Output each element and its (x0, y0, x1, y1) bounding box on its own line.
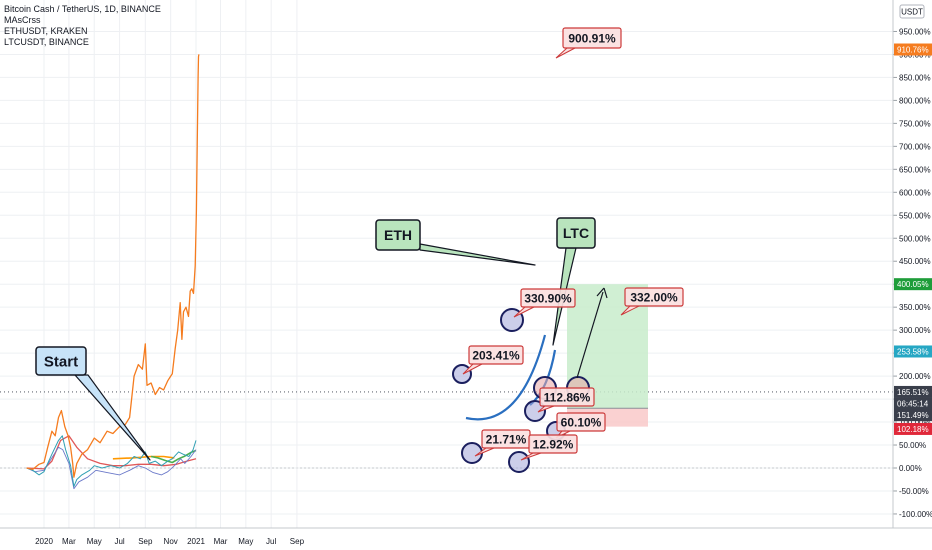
price-tag (894, 278, 932, 291)
y-tick-label: 700.00% (899, 142, 931, 151)
y-tick-label: 0.00% (899, 464, 922, 473)
chart-grid (0, 0, 893, 528)
x-axis: 2020 Mar May Jul Sep Nov 2021 Mar May Jul Sep (0, 527, 932, 546)
x-tick-label: Sep (138, 537, 153, 546)
callout-start-box (35, 346, 87, 376)
price-tag (894, 397, 932, 410)
price-tag-label: 165.51% (897, 388, 929, 397)
legend-entry: Bitcoin Cash / TetherUS, 1D, BINANCE (4, 4, 161, 14)
y-tick-label: 200.00% (899, 372, 931, 381)
y-tick-label: 850.00% (899, 73, 931, 82)
note-label: 21.71% (486, 433, 527, 447)
target-arrow-line (576, 291, 604, 379)
price-tag (894, 385, 932, 398)
marker-circle (508, 451, 530, 473)
x-tick-label: Sep (290, 537, 305, 546)
marker-circle (524, 400, 546, 422)
series-ma_orange-line (112, 455, 175, 460)
x-tick-label: 2020 (35, 537, 53, 546)
y-tick-label: 50.00% (899, 441, 926, 450)
callout-eth-label: ETH (384, 227, 412, 243)
x-tick-label: Jul (114, 537, 124, 546)
callout-ltc-box (556, 217, 596, 249)
callout-eth-tail (419, 243, 536, 266)
currency-badge[interactable] (899, 4, 925, 19)
note-box (624, 287, 684, 307)
note-box (556, 412, 606, 432)
price-tag-label: 151.49% (897, 411, 929, 420)
chart-series (26, 54, 200, 490)
price-tag-label: 910.76% (897, 46, 929, 55)
series-eth-line (26, 435, 197, 487)
target-arrow-head (596, 287, 608, 299)
y-tick-label: 100.00% (899, 418, 931, 427)
y-tick-label: 800.00% (899, 96, 931, 105)
note-label: 12.92% (533, 438, 574, 452)
note-box (539, 387, 595, 407)
x-tick-label: May (87, 537, 102, 546)
chart-legend: Bitcoin Cash / TetherUS, 1D, BINANCEMAsC… (4, 4, 161, 47)
y-tick-label: 550.00% (899, 211, 931, 220)
note-tail (555, 47, 576, 59)
y-tick-label: 350.00% (899, 303, 931, 312)
y-tick-label: 450.00% (899, 257, 931, 266)
y-axis: 950.00%900.00%850.00%800.00%750.00%700.0… (892, 0, 932, 528)
callout-eth-box (375, 219, 421, 251)
x-tick-label: Mar (214, 537, 228, 546)
note-box (562, 27, 622, 49)
series-ma_green-line (150, 449, 197, 464)
series-bch-line (26, 54, 200, 478)
note-box (528, 434, 578, 454)
currency-badge-label: USDT (901, 8, 923, 17)
price-tag (894, 422, 932, 435)
price-tag (894, 345, 932, 358)
y-tick-label: -50.00% (899, 487, 929, 496)
marker-circle (452, 364, 472, 384)
y-tick-label: 650.00% (899, 165, 931, 174)
series-ltc-line (26, 446, 197, 490)
price-tags: 910.76% 400.05% 253.58% 165.51% 06:45:14 151.… (894, 43, 932, 435)
note-label: 112.86% (544, 391, 591, 405)
price-tag-label: 102.18% (897, 425, 929, 434)
y-tick-label: 500.00% (899, 234, 931, 243)
note-label: 900.91% (568, 32, 616, 46)
y-tick-label: 750.00% (899, 119, 931, 128)
legend-entry: LTCUSDT, BINANCE (4, 37, 89, 47)
price-tag-label: 400.05% (897, 280, 929, 289)
legend-entry: MAsCrss (4, 15, 41, 25)
callout-ltc-label: LTC (563, 225, 589, 241)
note-label: 203.41% (472, 349, 520, 363)
y-tick-label: 300.00% (899, 326, 931, 335)
note-label: 332.00% (630, 291, 678, 305)
price-tag (894, 43, 932, 56)
y-tick-label: 600.00% (899, 188, 931, 197)
price-tag-label: 253.58% (897, 347, 929, 356)
price-tag-label: 06:45:14 (897, 400, 929, 409)
chart-drawings: Start ETH LTC 900.91% 330.90% 203.41% 332.00% 1… (35, 27, 684, 473)
note-box (468, 345, 524, 365)
note-box (520, 288, 576, 308)
y-tick-label: -100.00% (899, 510, 932, 519)
price-tag (894, 409, 932, 422)
trend-curve-outer (465, 334, 547, 421)
x-tick-label: Nov (164, 537, 178, 546)
note-label: 330.90% (524, 292, 572, 306)
x-tick-label: Mar (62, 537, 76, 546)
legend-entry: ETHUSDT, KRAKEN (4, 26, 88, 36)
x-tick-label: 2021 (187, 537, 205, 546)
x-tick-label: Jul (266, 537, 276, 546)
y-tick-label: 950.00% (899, 27, 931, 36)
note-label: 60.10% (561, 416, 602, 430)
x-tick-label: May (238, 537, 253, 546)
callout-start-label: Start (44, 353, 78, 370)
callout-start-tail (74, 374, 151, 461)
